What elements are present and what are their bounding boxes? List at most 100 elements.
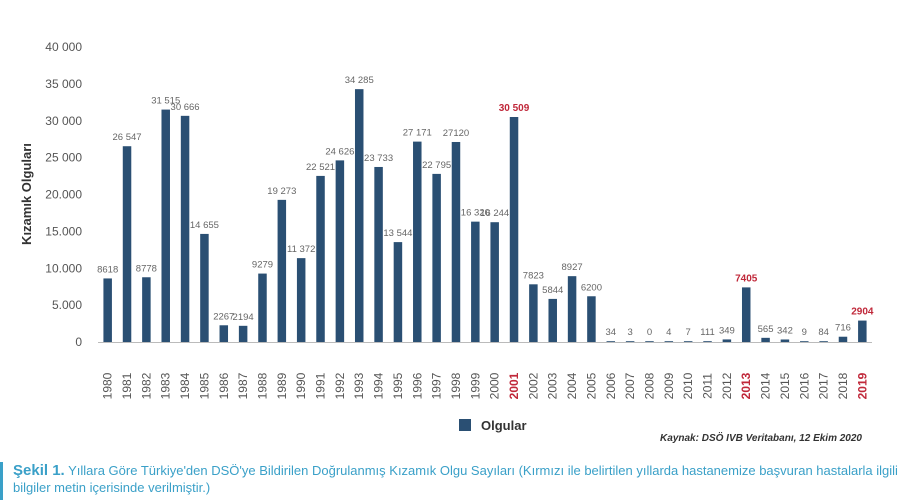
bar-value-label-1999: 16 320 [461, 208, 490, 219]
legend-label: Olgular [481, 418, 527, 433]
bar-1981 [122, 146, 132, 342]
figure-caption: Şekil 1. Yıllara Göre Türkiye'den DSÖ'ye… [0, 462, 900, 500]
bar-value-label-2002: 7823 [523, 270, 544, 281]
bar-2013 [741, 287, 751, 342]
x-tick-label-2006: 2006 [604, 372, 618, 399]
bar-value-label-1991: 22 521 [306, 162, 335, 173]
bar-1986 [219, 325, 229, 342]
bar-value-label-1995: 13 544 [383, 228, 412, 239]
bar-2015 [780, 339, 790, 342]
x-tick-label-1999: 1999 [468, 372, 482, 399]
bar-value-label-2018: 716 [835, 323, 851, 334]
bar-series-olgular [103, 89, 867, 343]
x-tick-label-1990: 1990 [294, 372, 308, 399]
bar-2012 [722, 339, 732, 342]
x-tick-label-1995: 1995 [391, 372, 405, 399]
bar-2011 [703, 341, 712, 342]
bar-value-label-2017: 84 [818, 327, 829, 338]
bar-value-label-1981: 26 547 [112, 132, 141, 143]
bar-1999 [471, 221, 480, 342]
bar-2003 [548, 298, 557, 342]
x-axis-tick-labels: 1980 1981 1982 1983 1984 1985 1986 1987 1988 1989… [101, 372, 870, 399]
x-tick-label-2007: 2007 [623, 372, 637, 399]
bar-value-label-2001: 30 509 [499, 103, 530, 114]
y-tick-label: 10.000 [45, 261, 82, 275]
bar-value-label-2019: 2904 [851, 307, 874, 318]
bar-1993 [354, 89, 364, 343]
bar-value-label-2010: 7 [686, 327, 691, 338]
bar-value-label-1989: 19 273 [267, 186, 296, 197]
bar-1983 [161, 109, 170, 342]
bar-1991 [316, 175, 325, 342]
x-tick-label-2017: 2017 [817, 372, 831, 399]
bar-value-label-2011: 111 [700, 327, 714, 338]
x-tick-label-1983: 1983 [159, 372, 173, 399]
bar-value-label-2016: 9 [802, 327, 807, 338]
x-tick-label-1981: 1981 [120, 372, 134, 399]
bar-value-label-2003: 5844 [542, 285, 563, 296]
bar-value-label-1988: 9279 [252, 260, 273, 271]
y-tick-label: 30 000 [45, 114, 82, 128]
bar-value-label-2012: 349 [719, 325, 735, 336]
x-tick-label-1997: 1997 [430, 372, 444, 399]
bar-1998 [451, 141, 461, 342]
y-tick-label: 25 000 [45, 151, 82, 165]
source-note: Kaynak: DSÖ IVB Veritabanı, 12 Ekim 2020 [660, 431, 862, 444]
x-tick-label-1984: 1984 [178, 372, 192, 399]
legend[interactable]: Olgular [459, 418, 527, 433]
x-tick-label-1987: 1987 [236, 372, 250, 399]
bar-2000 [490, 222, 499, 342]
bar-1985 [200, 233, 209, 342]
bar-value-label-2006: 34 [605, 327, 616, 338]
bar-value-label-1986: 2267 [213, 311, 234, 322]
bar-1989 [277, 199, 287, 342]
x-tick-label-2014: 2014 [759, 372, 773, 399]
x-tick-label-1996: 1996 [410, 372, 424, 399]
bar-1992 [335, 160, 345, 342]
bar-value-label-2008: 0 [647, 327, 652, 338]
bar-2016 [800, 341, 809, 342]
y-axis-title: Kızamık Olguları [19, 143, 34, 245]
y-tick-label: 20.000 [45, 188, 82, 202]
bar-value-label-2007: 3 [627, 327, 632, 338]
bar-value-label-2000: 16 244 [480, 208, 509, 219]
bar-value-label-2013: 7405 [735, 273, 758, 284]
y-axis-ticks: 0 5.000 10.000 15.000 20.000 25 000 30 000 35 0… [45, 40, 82, 349]
x-tick-label-1998: 1998 [449, 372, 463, 399]
measles-bar-chart: Kızamık Olguları 0 5.000 10.000 15.000 20.00… [19, 40, 874, 444]
bar-1982 [142, 277, 151, 342]
x-tick-label-1982: 1982 [139, 372, 153, 399]
x-tick-label-2009: 2009 [662, 372, 676, 399]
bar-value-label-1990: 11 372 [287, 244, 315, 255]
bar-value-label-1994: 23 733 [364, 153, 393, 164]
figure-label: Şekil 1. [13, 462, 65, 479]
x-tick-label-2012: 2012 [720, 372, 734, 399]
x-tick-label-2010: 2010 [681, 372, 695, 399]
bar-value-label-2014: 565 [758, 324, 774, 335]
bar-value-label-1997: 22 795 [422, 160, 451, 171]
bar-value-label-1992: 24 626 [325, 146, 354, 157]
bar-value-label-1987: 2194 [233, 312, 254, 323]
x-tick-label-2011: 2011 [701, 373, 715, 399]
bar-2008 [645, 341, 654, 342]
bar-2002 [529, 284, 538, 342]
bar-value-label-2009: 4 [666, 327, 671, 338]
bar-1994 [374, 166, 383, 342]
bar-2017 [819, 341, 828, 342]
x-tick-label-1989: 1989 [275, 372, 289, 399]
bar-1997 [432, 173, 441, 342]
bar-1988 [258, 273, 267, 342]
x-tick-label-1988: 1988 [255, 372, 269, 399]
bar-value-label-1998: 27120 [443, 128, 469, 139]
bar-value-label-1993: 34 285 [345, 75, 374, 86]
bar-value-label-2004: 8927 [562, 262, 583, 273]
bar-2009 [664, 341, 674, 342]
y-tick-label: 0 [75, 335, 82, 349]
bar-value-label-1984: 30 666 [171, 102, 200, 113]
x-tick-label-1986: 1986 [217, 372, 231, 399]
x-tick-label-2016: 2016 [797, 372, 811, 399]
x-tick-label-2003: 2003 [546, 372, 560, 399]
x-tick-label-1993: 1993 [352, 372, 366, 399]
bar-2010 [683, 341, 693, 342]
